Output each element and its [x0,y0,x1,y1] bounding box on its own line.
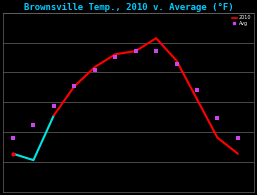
Legend: 2010, Avg: 2010, Avg [231,15,252,27]
Title: Brownsville Temp., 2010 v. Average (°F): Brownsville Temp., 2010 v. Average (°F) [24,3,233,12]
